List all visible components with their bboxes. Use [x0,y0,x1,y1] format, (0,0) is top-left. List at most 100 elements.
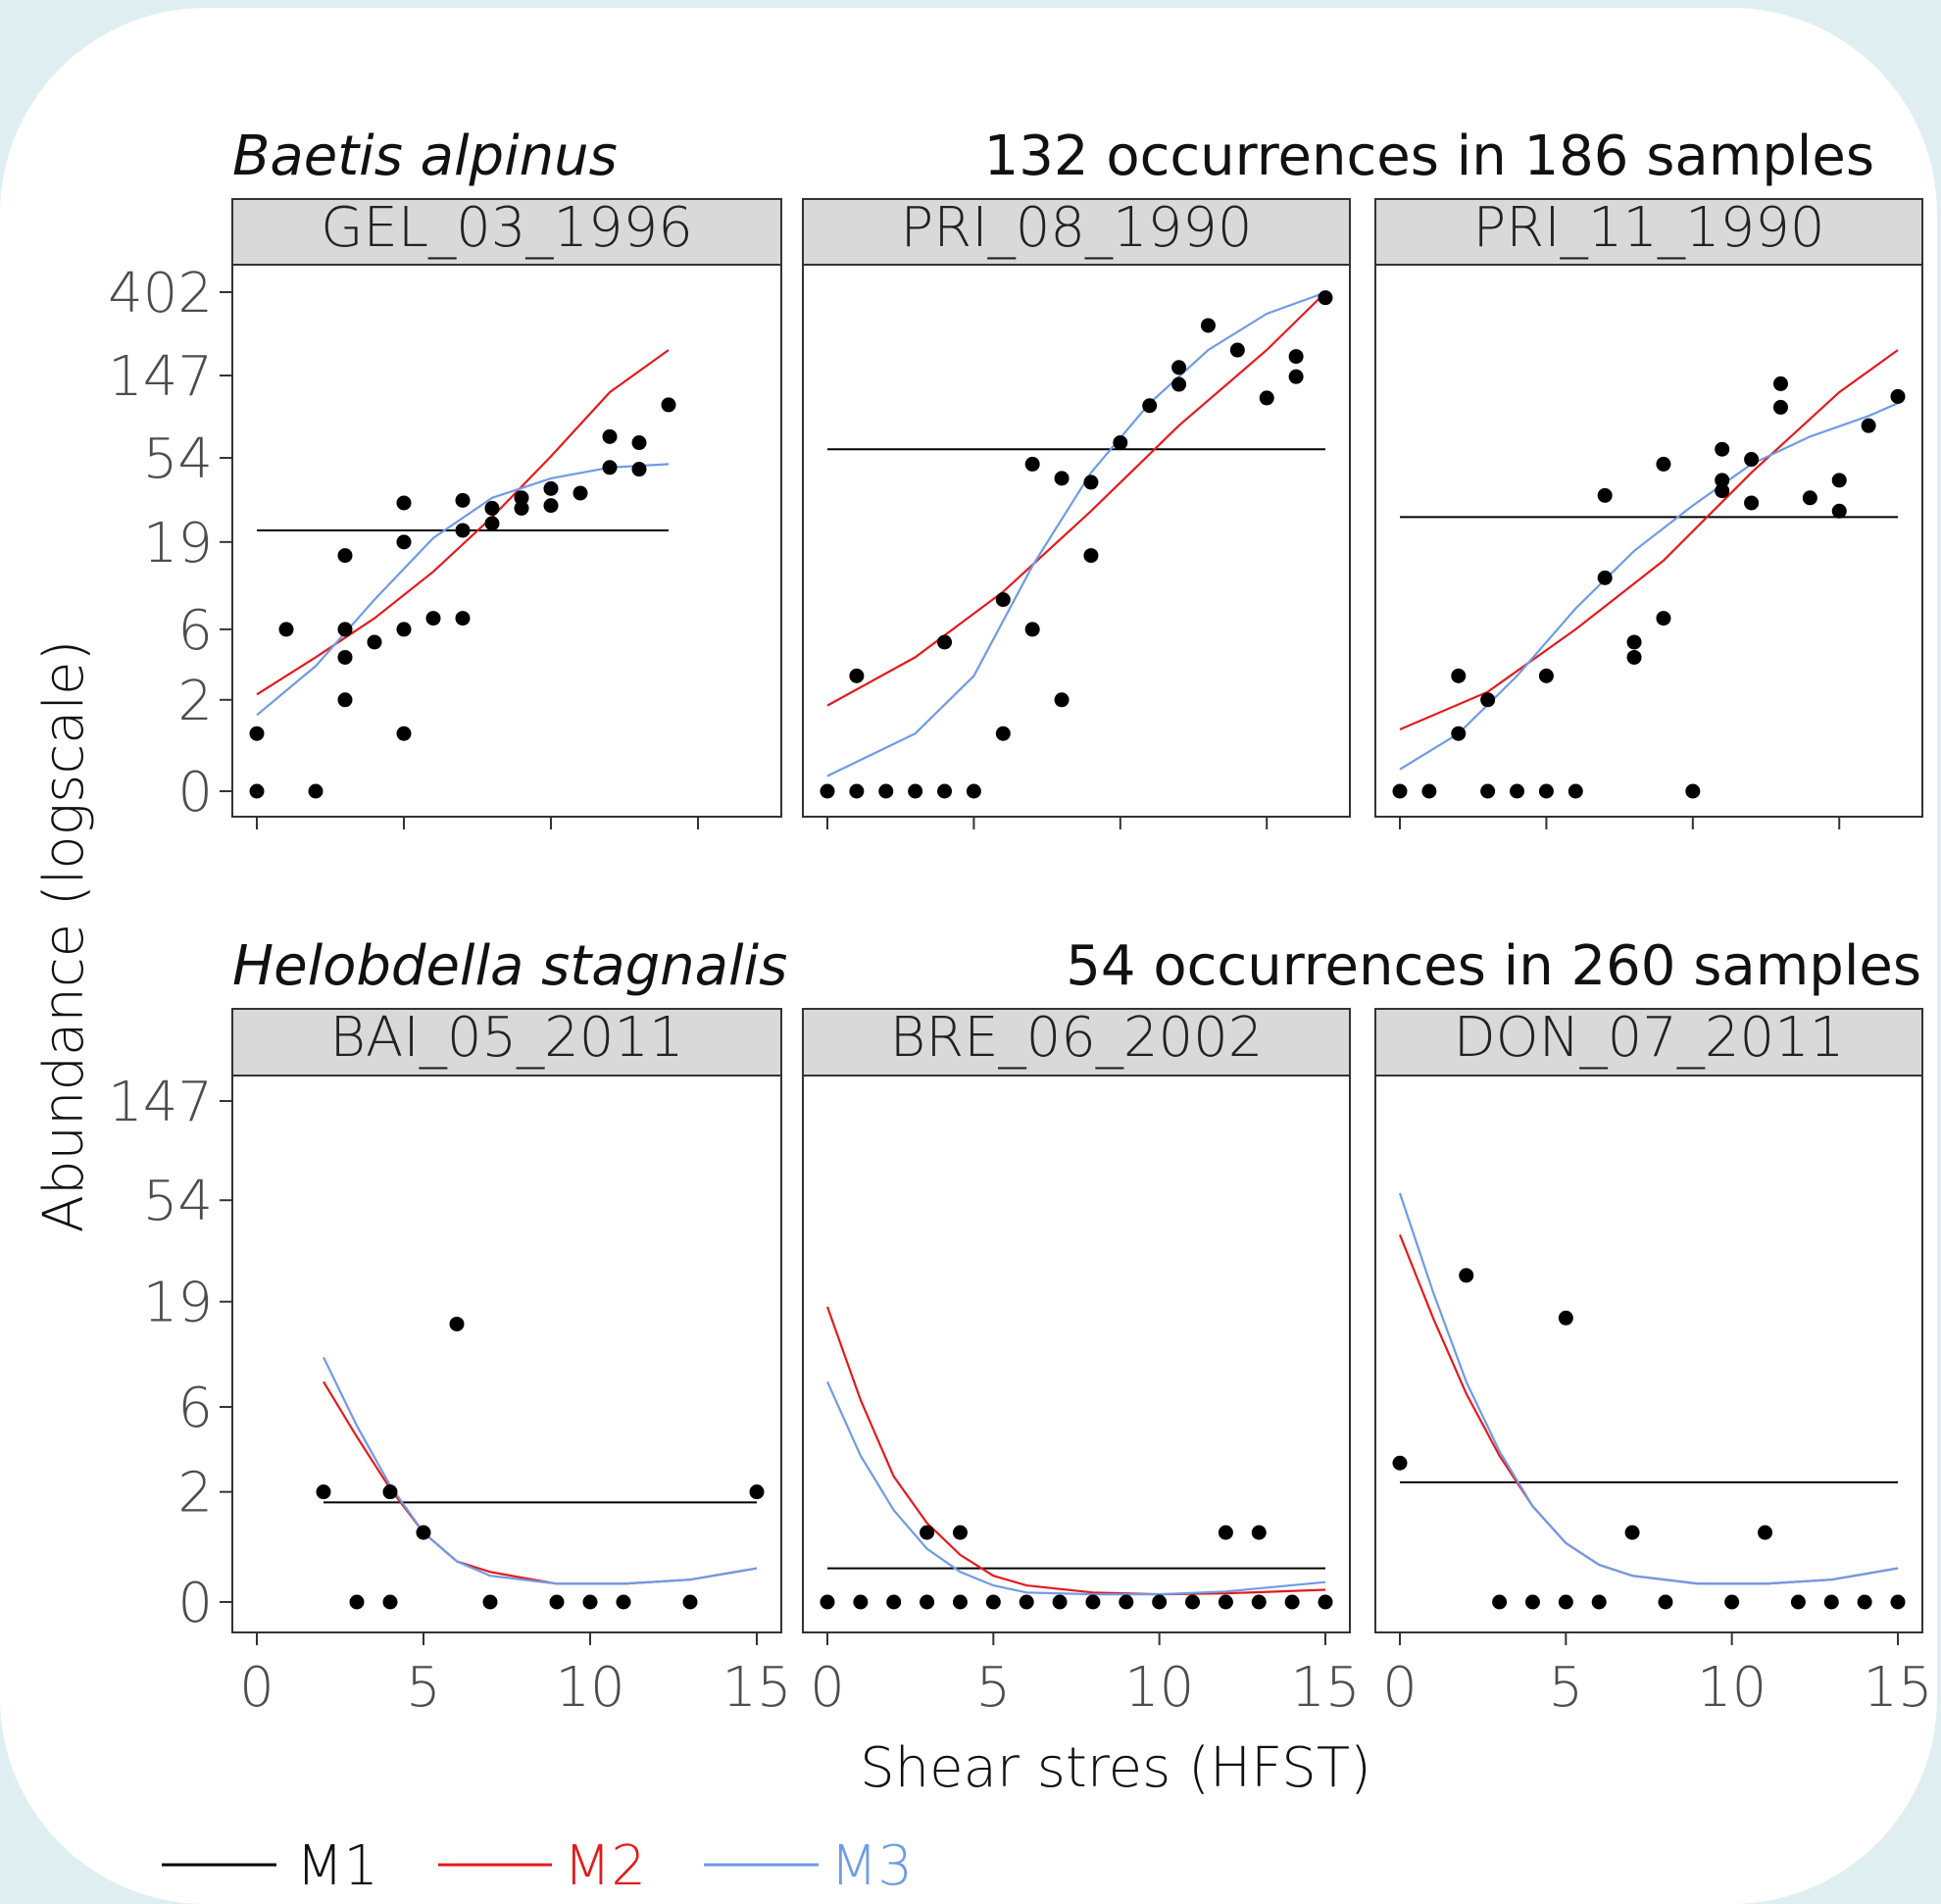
data-point-g2p2-18 [1284,1594,1300,1610]
data-point-g1p1-20 [514,490,529,506]
data-point-g2p3-5 [1558,1310,1573,1326]
data-point-g2p3-0 [1392,1455,1408,1471]
data-point-g1p1-25 [602,428,618,444]
x-tick-label-g2p1-1: 5 [406,1656,441,1720]
legend-m1-label: M1 [296,1834,378,1898]
x-tick-label-g2p3-3: 15 [1863,1656,1932,1720]
y-tick-label-1-2: 6 [177,599,213,663]
data-point-g1p3-19 [1715,441,1730,457]
summary-title-2: 54 occurrences in 260 samples [1066,934,1921,998]
y-tick-label-2-4: 54 [143,1170,213,1233]
data-point-g1p1-15 [455,523,471,538]
data-point-g1p3-11 [1597,487,1613,503]
legend: M1 M2 M3 [162,1834,913,1898]
data-point-g1p1-6 [337,622,353,637]
data-point-g1p3-17 [1715,483,1730,499]
y-tick-label-2-3: 19 [143,1272,213,1335]
y-tick-label-1-0: 0 [177,761,213,825]
data-point-g1p2-0 [820,783,835,799]
data-point-g2p2-5 [952,1594,968,1610]
panel-strip-g2p1 [231,1008,782,1077]
x-tick-label-g2p1-2: 10 [555,1656,624,1720]
y-tick-label-2-1: 2 [177,1462,213,1526]
data-point-g1p1-17 [484,516,500,531]
data-point-g1p1-22 [543,480,559,496]
data-point-g1p3-25 [1831,503,1847,519]
data-point-g1p3-18 [1715,473,1730,488]
data-point-g1p3-12 [1626,649,1642,665]
data-point-g2p2-8 [1019,1594,1034,1610]
data-point-g1p2-15 [1083,475,1099,490]
panel-strip-g1p1 [231,198,782,266]
data-point-g1p1-19 [514,500,529,516]
data-point-g1p2-13 [1054,471,1070,486]
data-point-g1p3-27 [1861,418,1876,433]
y-tick-label-1-1: 2 [177,670,213,733]
panel-frame-g1p1 [231,264,782,818]
data-point-g1p2-14 [1083,548,1099,564]
data-point-g1p3-21 [1744,495,1760,511]
data-point-g2p1-3 [382,1484,398,1500]
data-point-g2p3-3 [1524,1594,1540,1610]
data-point-g1p3-10 [1597,570,1613,585]
data-point-g2p1-1 [349,1594,365,1610]
data-point-g1p2-18 [1171,376,1187,392]
y-tick-label-1-6: 402 [108,262,213,326]
data-point-g1p2-11 [1024,456,1040,472]
data-point-g2p3-8 [1658,1594,1673,1610]
data-point-g2p3-7 [1624,1525,1640,1540]
data-point-g2p1-10 [682,1594,698,1610]
data-point-g1p3-22 [1772,399,1788,415]
data-point-g1p2-22 [1259,390,1274,406]
data-point-g1p1-0 [249,783,265,799]
data-point-g2p3-9 [1724,1594,1740,1610]
data-point-g1p2-1 [849,783,865,799]
y-tick-label-2-5: 147 [108,1071,213,1134]
data-point-g1p1-28 [661,397,676,413]
data-point-g1p2-4 [908,783,923,799]
data-point-g1p3-6 [1510,783,1525,799]
y-axis-title: Abundance (logscale) [32,640,96,1233]
data-point-g2p2-10 [1085,1594,1101,1610]
m2-curve-g1p2 [826,291,1326,707]
data-point-g2p2-12 [1152,1594,1168,1610]
data-point-g1p1-18 [484,500,500,516]
data-point-g1p2-12 [1054,692,1070,708]
m3-curve-g2p1 [323,1356,758,1585]
data-point-g2p3-6 [1591,1594,1607,1610]
data-point-g1p1-3 [308,783,324,799]
data-point-g1p3-1 [1421,783,1437,799]
data-point-g1p2-8 [995,726,1011,741]
data-point-g1p1-27 [631,435,647,451]
x-tick-label-g2p2-3: 15 [1290,1656,1360,1720]
x-tick-label-g2p1-0: 0 [239,1656,274,1720]
panel-title-g1p3: PRI_11_1990 [1473,196,1825,260]
summary-title-1: 132 occurrences in 186 samples [984,125,1874,188]
data-point-g2p1-11 [749,1484,765,1500]
x-tick-label-g2p3-2: 10 [1697,1656,1767,1720]
data-point-g2p1-4 [416,1525,431,1540]
data-point-g2p2-1 [853,1594,869,1610]
panel-frame-g2p3 [1374,1075,1923,1633]
data-point-g2p2-16 [1251,1594,1267,1610]
data-point-g2p2-9 [1052,1594,1068,1610]
data-point-g1p3-7 [1538,783,1554,799]
data-point-g1p3-26 [1831,473,1847,488]
data-point-g1p1-24 [602,460,618,476]
data-point-g1p2-5 [937,783,953,799]
m3-curve-g1p2 [826,291,1326,777]
data-point-g1p3-23 [1772,376,1788,391]
y-tick-label-1-3: 19 [143,512,213,576]
data-point-g2p2-14 [1218,1594,1233,1610]
data-point-g2p1-6 [482,1594,498,1610]
data-point-g1p1-2 [278,622,294,637]
panel-strip-g2p2 [802,1008,1351,1077]
data-point-g1p1-5 [337,649,353,665]
data-point-g1p1-4 [337,692,353,708]
m3-curve-g2p2 [825,1380,1326,1596]
data-point-g2p3-11 [1790,1594,1806,1610]
panel-title-g2p3: DON_07_2011 [1454,1006,1845,1070]
data-point-g1p3-20 [1744,452,1760,468]
data-point-g1p3-5 [1480,692,1496,708]
data-point-g2p2-11 [1119,1594,1134,1610]
